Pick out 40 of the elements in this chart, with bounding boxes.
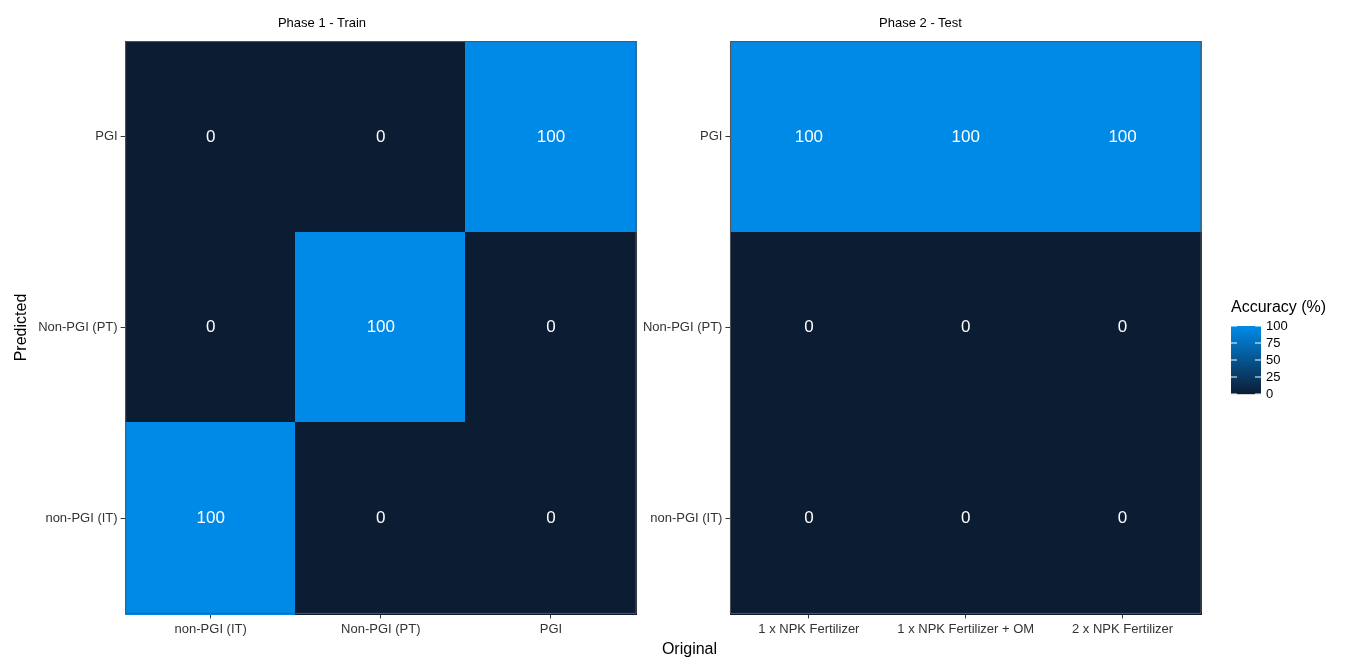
y-tick-label: Non-PGI (PT) xyxy=(642,319,723,335)
color-bar-label: 100 xyxy=(1266,317,1288,333)
data-label: 0 xyxy=(376,126,386,146)
data-label: 100 xyxy=(536,126,566,146)
data-label: 0 xyxy=(376,507,386,527)
data-label: 0 xyxy=(205,317,216,337)
data-label: 0 xyxy=(960,507,971,527)
x-axis-title: Original xyxy=(660,640,719,658)
data-label: 0 xyxy=(546,507,556,527)
data-label: 100 xyxy=(951,126,980,146)
data-label: 0 xyxy=(205,126,216,146)
data-label: 100 xyxy=(1108,126,1137,146)
x-tick-label: 1 x NPK Fertilizer + OM xyxy=(897,620,1035,636)
y-tick-label: non-PGI (IT) xyxy=(45,509,118,525)
color-bar-title: Accuracy (%) xyxy=(1231,298,1327,316)
data-label: 0 xyxy=(960,317,971,337)
data-label: 0 xyxy=(1117,507,1128,527)
x-tick-label: 2 x NPK Fertilizer xyxy=(1072,620,1174,636)
y-axis-title: Predicted xyxy=(12,293,30,362)
x-tick-label: 1 x NPK Fertilizer xyxy=(758,620,861,636)
color-bar-label: 75 xyxy=(1266,334,1281,350)
y-tick-label: PGI xyxy=(700,128,723,144)
data-label: 0 xyxy=(804,317,814,337)
color-bar-label: 50 xyxy=(1266,351,1281,367)
data-label: 0 xyxy=(546,317,556,337)
chart-title: Phase 1 - Train xyxy=(277,15,367,31)
x-tick-label: PGI xyxy=(539,620,563,636)
y-tick-label: Non-PGI (PT) xyxy=(38,319,118,335)
color-bar-label: 25 xyxy=(1266,368,1281,384)
y-tick-label: non-PGI (IT) xyxy=(650,509,723,525)
data-label: 100 xyxy=(794,126,824,146)
color-bar-label: 0 xyxy=(1266,385,1274,401)
data-label: 100 xyxy=(196,507,225,527)
data-label: 100 xyxy=(366,317,396,337)
chart-title: Phase 2 - Test xyxy=(879,15,963,31)
data-label: 0 xyxy=(1117,317,1128,337)
x-tick-label: non-PGI (IT) xyxy=(174,620,247,636)
data-label: 0 xyxy=(804,507,814,527)
y-tick-label: PGI xyxy=(95,128,118,144)
x-tick-label: Non-PGI (PT) xyxy=(341,620,421,636)
